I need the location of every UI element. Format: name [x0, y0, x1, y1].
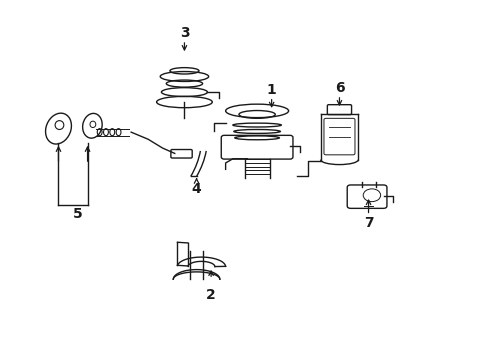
Text: 1: 1 — [267, 82, 276, 96]
Text: 2: 2 — [206, 288, 216, 302]
Text: 5: 5 — [73, 207, 83, 221]
Text: 6: 6 — [335, 81, 344, 95]
Text: 7: 7 — [364, 216, 373, 230]
Text: 4: 4 — [192, 182, 201, 196]
Text: 3: 3 — [180, 26, 189, 40]
